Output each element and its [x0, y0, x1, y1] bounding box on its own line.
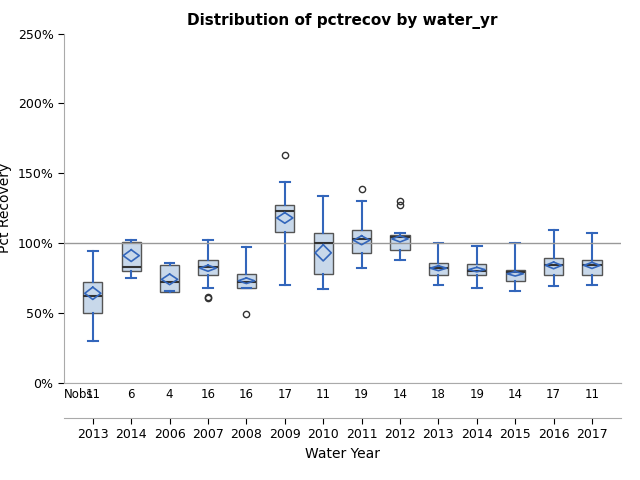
Text: 11: 11	[85, 388, 100, 401]
X-axis label: Water Year: Water Year	[305, 446, 380, 461]
PathPatch shape	[314, 233, 333, 274]
PathPatch shape	[122, 241, 141, 271]
Text: 18: 18	[431, 388, 446, 401]
Y-axis label: Pct Recovery: Pct Recovery	[0, 163, 12, 253]
PathPatch shape	[506, 270, 525, 281]
PathPatch shape	[237, 274, 256, 288]
PathPatch shape	[544, 258, 563, 275]
Text: 16: 16	[200, 388, 216, 401]
PathPatch shape	[275, 205, 294, 232]
PathPatch shape	[467, 264, 486, 275]
PathPatch shape	[429, 263, 448, 275]
Text: 19: 19	[469, 388, 484, 401]
Text: 11: 11	[316, 388, 331, 401]
Text: 16: 16	[239, 388, 254, 401]
Text: 14: 14	[392, 388, 408, 401]
Text: 11: 11	[584, 388, 600, 401]
PathPatch shape	[390, 235, 410, 250]
PathPatch shape	[198, 260, 218, 275]
PathPatch shape	[160, 265, 179, 292]
Text: 17: 17	[277, 388, 292, 401]
PathPatch shape	[352, 230, 371, 253]
Text: 17: 17	[546, 388, 561, 401]
PathPatch shape	[83, 282, 102, 313]
Text: 4: 4	[166, 388, 173, 401]
Title: Distribution of pctrecov by water_yr: Distribution of pctrecov by water_yr	[187, 13, 498, 29]
PathPatch shape	[582, 260, 602, 275]
Text: 6: 6	[127, 388, 135, 401]
Text: 14: 14	[508, 388, 523, 401]
Text: 19: 19	[354, 388, 369, 401]
Text: Nobs: Nobs	[64, 388, 93, 401]
